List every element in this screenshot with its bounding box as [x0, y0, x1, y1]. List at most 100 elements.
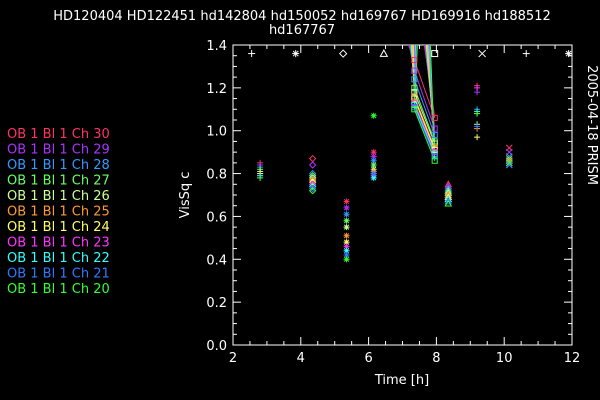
data-point: [444, 195, 453, 203]
data-point: [370, 174, 377, 181]
data-point: [505, 161, 513, 169]
top-markers: [248, 49, 573, 58]
data-point: [308, 169, 317, 178]
data-point: [505, 159, 513, 167]
data-point: [411, 84, 418, 91]
data-point: [411, 106, 418, 113]
axis-ticks: 2 4 6 8 10 12 0.0 0.2 0.4 0.6 0.8 1.0 1.2 1.4: [206, 39, 580, 366]
top-marker: [248, 50, 256, 58]
series-lines: [407, 44, 436, 161]
data-point: [411, 76, 418, 83]
series-line: [413, 98, 436, 151]
date-mode-label: 2005-04-18 PRISM: [584, 65, 599, 185]
data-point: [308, 184, 317, 193]
data-points: [257, 56, 513, 263]
y-tick-label: 0.0: [206, 339, 227, 354]
legend-item: OB 1 Bl 1 Ch 29: [7, 143, 110, 158]
series-line: [413, 79, 436, 136]
data-point: [343, 232, 350, 239]
legend-item: OB 1 Bl 1 Ch 21: [7, 267, 110, 282]
data-point: [431, 114, 438, 121]
legend-item: OB 1 Bl 1 Ch 24: [7, 220, 110, 235]
y-axis-label: VisSq c: [178, 172, 193, 219]
series-line: [413, 102, 436, 153]
data-point: [308, 154, 317, 163]
data-point: [474, 123, 481, 130]
data-point: [343, 247, 350, 254]
y-tick-label: 1.2: [206, 82, 227, 97]
data-point: [257, 174, 264, 181]
data-point: [343, 256, 350, 263]
data-point: [444, 197, 453, 205]
legend-item: OB 1 Bl 1 Ch 20: [7, 282, 110, 297]
data-point: [308, 182, 317, 191]
x-axis-label: Time [h]: [374, 373, 429, 388]
x-tick-label: 10: [496, 351, 513, 366]
data-point: [411, 56, 418, 64]
y-tick-label: 0.8: [206, 168, 227, 183]
data-point: [411, 67, 418, 74]
data-point: [411, 95, 418, 102]
top-marker: [478, 49, 487, 58]
series-line: [413, 70, 436, 129]
data-point: [308, 174, 317, 182]
top-marker: [338, 49, 348, 58]
data-point: [474, 84, 481, 91]
series-line: [413, 87, 436, 142]
data-point: [474, 110, 481, 117]
data-point: [308, 187, 317, 195]
legend-item: OB 1 Bl 1 Ch 30: [7, 127, 110, 142]
y-tick-label: 1.4: [206, 39, 227, 54]
y-tick-label: 0.6: [206, 210, 227, 225]
series-line: [413, 104, 436, 155]
top-marker: [379, 49, 389, 57]
legend-item: OB 1 Bl 1 Ch 23: [7, 236, 110, 251]
data-point: [343, 252, 350, 258]
data-point: [308, 161, 317, 169]
series-line: [413, 106, 436, 157]
series-line: [413, 96, 436, 149]
data-point: [431, 153, 438, 160]
data-point: [370, 170, 377, 177]
top-marker: [522, 50, 530, 58]
data-point: [431, 157, 438, 164]
y-tick-label: 0.4: [206, 253, 227, 268]
x-tick-label: 12: [564, 351, 581, 366]
data-point: [411, 89, 418, 96]
data-point: [308, 172, 317, 180]
plot-frame: [232, 44, 573, 346]
x-tick-label: 2: [229, 351, 237, 366]
x-tick-label: 8: [432, 351, 440, 366]
data-point: [308, 176, 317, 184]
data-point: [343, 243, 350, 250]
x-tick-label: 6: [364, 351, 372, 366]
legend-item: OB 1 Bl 1 Ch 22: [7, 251, 110, 266]
data-point: [370, 112, 377, 119]
chart-title-line-1: HD120404 HD122451 hd142804 hd150052 hd16…: [53, 9, 551, 24]
series-line: [413, 91, 436, 144]
data-point: [444, 199, 453, 207]
series-line: [413, 109, 436, 161]
legend-item: OB 1 Bl 1 Ch 27: [7, 174, 110, 189]
top-marker: [565, 50, 573, 58]
data-point: [431, 140, 438, 147]
y-tick-label: 0.2: [206, 296, 227, 311]
legend-item: OB 1 Bl 1 Ch 26: [7, 189, 110, 204]
data-point: [343, 211, 350, 218]
data-point: [431, 131, 438, 139]
data-point: [343, 224, 350, 231]
top-marker: [431, 50, 439, 58]
legend-item: OB 1 Bl 1 Ch 28: [7, 158, 110, 173]
data-point: [343, 204, 350, 211]
data-point: [308, 180, 317, 188]
data-point: [343, 217, 350, 224]
data-point: [308, 178, 317, 186]
chart-title-line-2: hd167767: [269, 23, 335, 38]
x-tick-label: 4: [297, 351, 305, 366]
top-marker: [292, 50, 300, 58]
legend-item: OB 1 Bl 1 Ch 25: [7, 205, 110, 220]
data-point: [474, 134, 481, 141]
data-point: [431, 125, 438, 132]
